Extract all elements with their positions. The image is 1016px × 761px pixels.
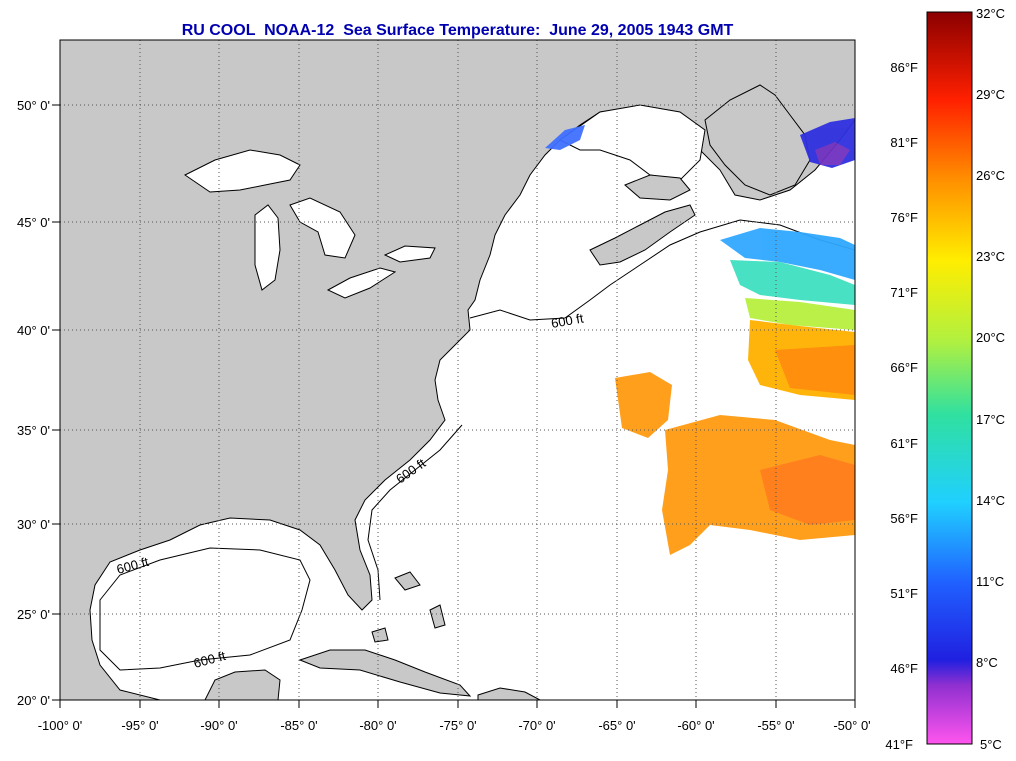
colorbar-c-label: 11°C [976,574,1004,589]
lon-label: -75° 0' [439,718,476,733]
colorbar-f-label: 76°F [890,210,918,225]
graticule [60,40,855,700]
sst-patch-cyan [730,260,855,305]
latitude-labels: 50° 0' 45° 0' 40° 0' 35° 0' 30° 0' 25° 0… [17,98,50,708]
gulf-st-lawrence [559,104,706,181]
colorbar-f-label: 56°F [890,511,918,526]
colorbar-f-label: 81°F [890,135,918,150]
lat-label: 45° 0' [17,215,50,230]
map-title: RU COOL NOAA-12 Sea Surface Temperature:… [181,22,734,39]
lake-ontario [383,245,436,263]
contour-600ft-gulf [99,547,311,671]
contour-600ft-southeast [367,424,463,601]
lon-label: -80° 0' [359,718,396,733]
sst-patch-purple [815,142,850,165]
lon-label: -60° 0' [677,718,714,733]
lon-label: -90° 0' [200,718,237,733]
land-anticosti-area [624,174,691,201]
colorbar-f-label: 71°F [890,285,918,300]
land-bahamas-3 [371,627,389,643]
sst-patch-cool-blue [720,228,855,280]
lat-label: 35° 0' [17,423,50,438]
sst-patch-warm-south-2 [760,455,855,525]
sst-patch-greenyellow [745,298,855,330]
colorbar-c-label: 29°C [976,87,1005,102]
lon-label: -95° 0' [121,718,158,733]
sst-patch-gulf-st-lawrence [545,125,585,150]
colorbar-f-label: 41°F [885,737,913,752]
lake-huron [289,197,356,259]
contour-label-atlantic: 600 ft [550,310,585,330]
lat-label: 40° 0' [17,323,50,338]
lake-michigan [254,204,281,291]
longitude-labels: -100° 0' -95° 0' -90° 0' -85° 0' -80° 0'… [38,718,871,733]
tick-marks [52,104,856,708]
colorbar-c-label: 26°C [976,168,1005,183]
colorbar-c-label: 5°C [980,737,1002,752]
lon-label: -85° 0' [280,718,317,733]
colorbar-f-label: 51°F [890,586,918,601]
lon-label: -65° 0' [598,718,635,733]
land-nova-scotia [589,204,696,266]
land-bahamas-2 [429,604,446,629]
contour-600ft-atlantic [469,219,855,321]
lake-superior [184,149,301,193]
land-hispaniola [477,687,541,700]
lat-label: 20° 0' [17,693,50,708]
lon-label: -70° 0' [518,718,555,733]
lat-label: 50° 0' [17,98,50,113]
colorbar-c-label: 23°C [976,249,1005,264]
sst-swath [545,118,855,555]
colorbar-f-label: 86°F [890,60,918,75]
colorbar-f-label: 66°F [890,360,918,375]
colorbar [926,11,973,745]
colorbar-celsius-labels: 32°C 29°C 26°C 23°C 20°C 17°C 14°C 11°C … [976,6,1005,752]
colorbar-fahrenheit-labels: 86°F 81°F 76°F 71°F 66°F 61°F 56°F 51°F … [885,60,918,752]
colorbar-c-label: 20°C [976,330,1005,345]
colorbar-c-label: 8°C [976,655,998,670]
lat-label: 30° 0' [17,517,50,532]
lon-label: -55° 0' [757,718,794,733]
lat-label: 25° 0' [17,607,50,622]
colorbar-c-label: 32°C [976,6,1005,21]
lon-label: -100° 0' [38,718,83,733]
land-cuba [298,649,472,697]
colorbar-f-label: 61°F [890,436,918,451]
lon-label: -50° 0' [833,718,870,733]
colorbar-f-label: 46°F [890,661,918,676]
sst-patch-warm-west [615,372,672,438]
lake-erie [326,267,397,299]
colorbar-c-label: 17°C [976,412,1005,427]
colorbar-c-label: 14°C [976,493,1005,508]
land-yucatan [204,669,281,700]
map-layers [60,40,855,700]
land-bahamas-1 [394,571,421,591]
sst-patch-warm-2 [775,345,855,395]
